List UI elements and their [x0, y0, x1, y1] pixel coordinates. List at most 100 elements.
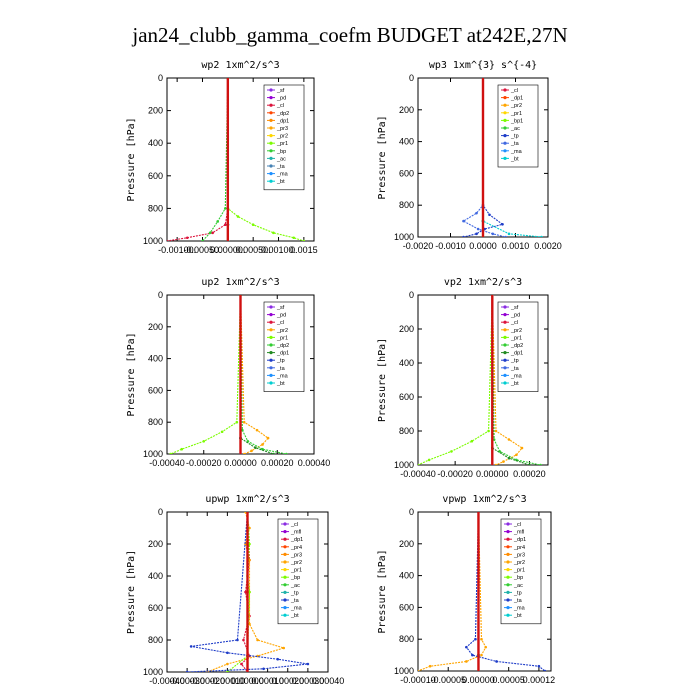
series-point-pr1	[235, 420, 239, 424]
series-line-bp	[202, 78, 229, 241]
legend-marker	[269, 141, 273, 145]
legend-marker	[506, 552, 510, 557]
x-tick-label: -0.00040	[400, 469, 436, 479]
legend-label: _pr2	[510, 103, 522, 109]
legend-marker	[503, 305, 507, 309]
series-point-pr2	[520, 446, 524, 450]
series-line-pr1	[418, 295, 493, 465]
x-tick-label: 0.00050.	[236, 245, 271, 255]
x-tick-label: 0.00005	[492, 675, 525, 685]
series-point-pr1	[302, 239, 306, 241]
legend-marker	[269, 126, 273, 130]
series-point-bp	[201, 239, 204, 241]
legend-label: _bp	[290, 575, 300, 581]
series-point-pr2	[465, 660, 468, 663]
legend-marker	[503, 366, 507, 370]
legend-marker	[503, 141, 507, 145]
legend-marker	[269, 320, 273, 324]
series-group	[418, 512, 547, 671]
series-point-pr1	[180, 447, 183, 451]
series-point-dp1	[272, 452, 275, 454]
legend-marker	[283, 613, 287, 617]
legend-label: _ta	[276, 164, 286, 170]
x-tick-label: 0.00010	[251, 676, 284, 686]
legend-marker	[506, 590, 510, 595]
x-tick-label: 0.0015	[290, 245, 318, 255]
series-point-bp	[226, 670, 229, 672]
series-point-bp	[248, 542, 251, 546]
y-tick-label: 1000	[394, 666, 414, 676]
y-tick-label: 400	[399, 137, 414, 147]
y-tick-label: 200	[148, 322, 163, 332]
series-point-pr1	[236, 215, 240, 218]
x-tick-label: 0.0000	[469, 241, 497, 251]
series-point-pr2	[418, 669, 420, 671]
series-point-pr2	[480, 637, 483, 641]
legend-label: _cl	[513, 522, 521, 528]
legend-marker	[503, 328, 507, 332]
legend-marker	[269, 96, 273, 100]
series-point-ta	[236, 638, 239, 642]
series-point-cl	[167, 239, 169, 241]
y-tick-label: 1000	[394, 460, 414, 470]
series-point-ta	[475, 211, 478, 215]
series-point-pr2	[226, 662, 229, 666]
legend-marker	[269, 328, 273, 332]
y-tick-label: 0	[158, 507, 163, 517]
series-point-pr2	[261, 443, 264, 446]
series-line-ta	[187, 512, 308, 672]
series-point-ta	[189, 645, 193, 648]
legend-marker	[283, 598, 287, 602]
y-tick-label: 600	[399, 602, 414, 612]
legend-label: _mfl	[290, 530, 301, 536]
series-group	[418, 295, 542, 465]
legend-marker	[269, 335, 273, 339]
series-point-dp1	[507, 456, 511, 460]
legend-marker	[503, 335, 507, 339]
legend-label: _mfl	[513, 530, 524, 536]
legend-label: _dp1	[276, 118, 289, 124]
legend-label: _pr2	[510, 328, 522, 334]
plot-frame	[417, 511, 552, 672]
panels: wp2 1xm^2/s^3 Pressure [hPa] 0 200 400 600 800…	[126, 60, 562, 686]
legend-marker	[506, 583, 510, 587]
series-point-pr2	[507, 438, 511, 441]
legend-marker	[269, 179, 273, 183]
legend-label: _pd	[276, 313, 286, 319]
legend-label: _ta	[510, 366, 520, 372]
series-point-dp2	[285, 452, 288, 454]
series-point-ta	[504, 235, 508, 237]
legend-label: _ma	[276, 373, 289, 379]
series-point-pr1	[450, 450, 453, 453]
legend-label: _tp	[510, 358, 519, 364]
legend-label: _bt	[276, 179, 285, 185]
legend-label: _ma	[290, 606, 303, 612]
series-point-pr1	[251, 223, 255, 226]
legend-label: _pr1	[290, 568, 302, 574]
legend-marker	[503, 320, 507, 324]
legend-marker	[269, 118, 273, 122]
legend-label: _dp1	[290, 537, 303, 543]
series-point-pr2	[494, 429, 498, 433]
legend-label: _bp	[513, 575, 523, 581]
y-axis-label: Pressure [hPa]	[126, 550, 137, 634]
legend-label: _pr1	[510, 111, 522, 117]
y-axis-label: Pressure [hPa]	[377, 338, 388, 422]
series-point-bp	[216, 220, 219, 223]
legend: _cl _mfl_dp1 _pr4_pr3 _pr2 _pr1_bp _ac_tp _ta _…	[500, 518, 542, 625]
plot-frame	[417, 294, 549, 466]
legend-label: _pr1	[276, 141, 288, 147]
x-tick-label: 0.0010	[502, 241, 530, 251]
legend-label: _ac	[276, 156, 286, 162]
series-line-dp1	[239, 295, 274, 454]
series-point-tp	[488, 213, 491, 217]
series-point-dp1	[240, 662, 243, 666]
x-tick-label: 0.00000	[224, 458, 257, 468]
legend-label: _bt	[510, 156, 519, 162]
legend-label: _bt	[276, 381, 285, 387]
chart-panel-3: up2 1xm^2/s^3 Pressure [hPa] 0 200 400 600 800…	[126, 277, 330, 468]
y-tick-label: 200	[399, 539, 414, 549]
x-tick-label: -0.00040	[149, 676, 185, 686]
legend-marker	[283, 560, 287, 564]
